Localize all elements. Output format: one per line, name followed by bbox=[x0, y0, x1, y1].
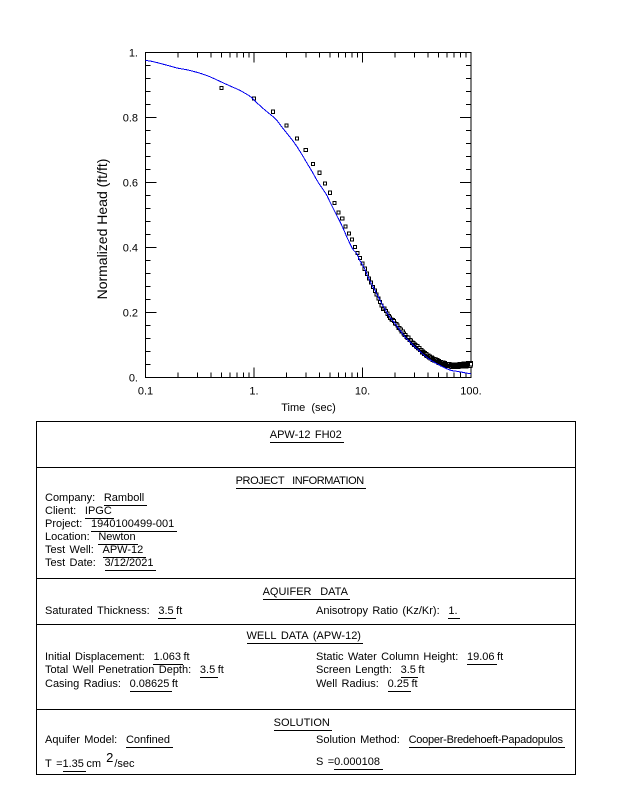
svg-text:0.4: 0.4 bbox=[123, 242, 138, 254]
svg-text:Time (sec): Time (sec) bbox=[281, 402, 336, 414]
svg-text:0.6: 0.6 bbox=[123, 177, 138, 189]
svg-text:0.2: 0.2 bbox=[123, 307, 138, 319]
svg-text:Normalized Head (ft/ft): Normalized Head (ft/ft) bbox=[94, 159, 110, 300]
svg-text:0.8: 0.8 bbox=[123, 112, 138, 124]
svg-text:1.: 1. bbox=[129, 47, 138, 59]
svg-text:1.: 1. bbox=[249, 386, 258, 398]
svg-text:10.: 10. bbox=[355, 386, 370, 398]
svg-text:0.: 0. bbox=[129, 372, 138, 384]
svg-text:0.1: 0.1 bbox=[138, 386, 153, 398]
svg-text:100.: 100. bbox=[460, 386, 481, 398]
